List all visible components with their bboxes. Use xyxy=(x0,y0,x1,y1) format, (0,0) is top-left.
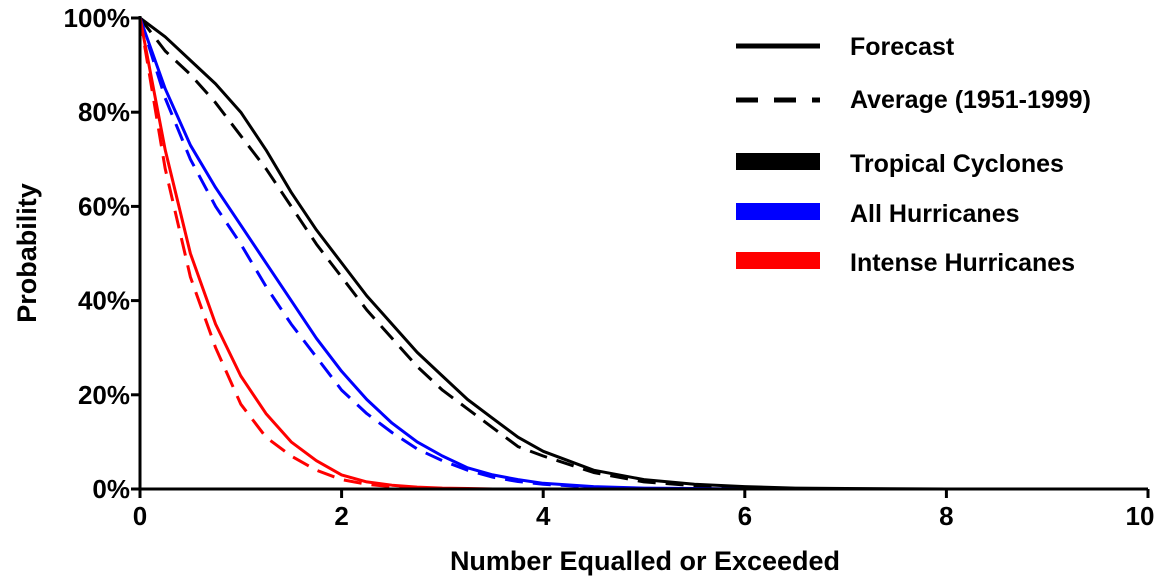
y-tick-label: 0% xyxy=(92,474,130,504)
x-axis-title: Number Equalled or Exceeded xyxy=(450,546,840,576)
legend-tropical-cyclones-swatch xyxy=(736,153,820,170)
x-tick-label: 6 xyxy=(738,501,752,531)
legend-tropical-cyclones-label: Tropical Cyclones xyxy=(850,150,1064,178)
y-tick-label: 80% xyxy=(78,97,130,127)
legend-forecast-label: Forecast xyxy=(850,33,955,61)
y-axis-title: Probability xyxy=(12,183,42,323)
y-tick-label: 100% xyxy=(64,3,131,33)
x-tick-label: 2 xyxy=(334,501,348,531)
y-tick-label: 60% xyxy=(78,191,130,221)
x-tick-label: 8 xyxy=(939,501,953,531)
x-tick-label: 4 xyxy=(536,501,551,531)
x-tick-label: 10 xyxy=(1126,501,1155,531)
legend: Forecast Average (1951-1999) Tropical Cy… xyxy=(736,33,1091,277)
legend-intense-hurricanes-label: Intense Hurricanes xyxy=(850,249,1075,277)
y-tick-label: 40% xyxy=(78,286,130,316)
legend-intense-hurricanes-swatch xyxy=(736,252,820,269)
legend-all-hurricanes-swatch xyxy=(736,203,820,220)
tick-layer: 0% 20% 40% 60% 80% 100% 0 2 4 6 8 10 xyxy=(64,3,1155,531)
legend-average-label: Average (1951-1999) xyxy=(850,86,1091,114)
x-tick-label: 0 xyxy=(133,501,147,531)
series-intense-hurricanes-dashed-line xyxy=(138,17,1148,491)
y-tick-label: 20% xyxy=(78,380,130,410)
legend-all-hurricanes-label: All Hurricanes xyxy=(850,200,1020,228)
axes-layer xyxy=(138,16,1148,491)
